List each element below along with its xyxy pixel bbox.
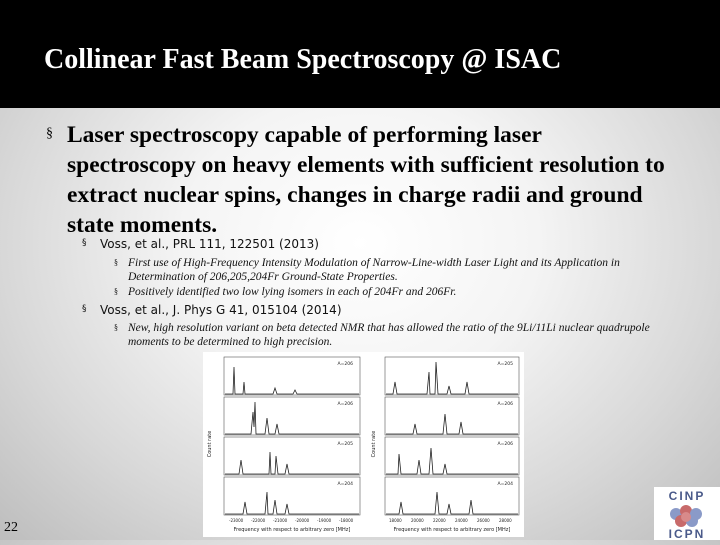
panel-label: A=205	[338, 441, 354, 447]
x-tick: 20000	[411, 518, 424, 523]
x-tick: 24000	[455, 518, 468, 523]
panel-label: A=206	[338, 361, 354, 367]
bullet-marker: §	[82, 304, 87, 314]
panel-label: A=206	[498, 401, 514, 407]
cinp-logo: CINP ICPN	[654, 487, 720, 541]
bullet-marker: §	[114, 287, 118, 296]
bullet-marker: §	[82, 238, 87, 248]
x-tick: -18000	[339, 518, 354, 523]
right-xlabel: Frequency with respect to arbitrary zero…	[394, 527, 511, 533]
logo-sphere-icon	[670, 505, 702, 527]
left-ylabel: Count rate	[207, 431, 213, 458]
panel-label: A=206	[338, 401, 354, 407]
bullet-marker: §	[114, 323, 118, 332]
x-tick: -21000	[273, 518, 288, 523]
reference-1-sub-2-text: Positively identified two low lying isom…	[128, 286, 457, 298]
x-tick: 18000	[389, 518, 402, 523]
bullet-marker: §	[46, 126, 53, 141]
logo-bottom-text: ICPN	[669, 527, 706, 540]
reference-2-text: Voss, et al., J. Phys G 41, 015104 (2014…	[100, 303, 342, 317]
reference-1-text: Voss, et al., PRL 111, 122501 (2013)	[100, 237, 319, 251]
x-tick: -23000	[229, 518, 244, 523]
x-tick: 22000	[433, 518, 446, 523]
x-tick: 28000	[499, 518, 512, 523]
main-bullet-text: Laser spectroscopy capable of performing…	[67, 122, 665, 238]
right-ylabel: Count rate	[371, 431, 377, 458]
x-tick: -19000	[317, 518, 332, 523]
panel-label: A=206	[498, 441, 514, 447]
slide-title: Collinear Fast Beam Spectroscopy @ ISAC	[44, 44, 562, 75]
spectra-svg: A=206 A=206 A=205 A=204 A=205 A=206 A=20…	[207, 356, 520, 533]
left-xlabel: Frequency with respect to arbitrary zero…	[234, 527, 351, 533]
spectra-figure: A=206 A=206 A=205 A=204 A=205 A=206 A=20…	[203, 352, 524, 537]
x-tick: 26000	[477, 518, 490, 523]
bullet-marker: §	[114, 258, 118, 267]
cinp-logo-svg: CINP ICPN	[669, 489, 706, 541]
panel-label: A=205	[498, 361, 514, 367]
panel-label: A=204	[338, 481, 354, 487]
reference-1-sub-1-text: First use of High-Frequency Intensity Mo…	[128, 257, 620, 283]
title-bar: Collinear Fast Beam Spectroscopy @ ISAC	[0, 0, 720, 108]
slide-number: 22	[4, 520, 18, 535]
reference-2-sub-1-text: New, high resolution variant on beta det…	[128, 322, 650, 348]
x-tick: -20000	[295, 518, 310, 523]
x-tick: -22000	[251, 518, 266, 523]
panel-label: A=204	[498, 481, 514, 487]
logo-top-text: CINP	[669, 489, 706, 503]
